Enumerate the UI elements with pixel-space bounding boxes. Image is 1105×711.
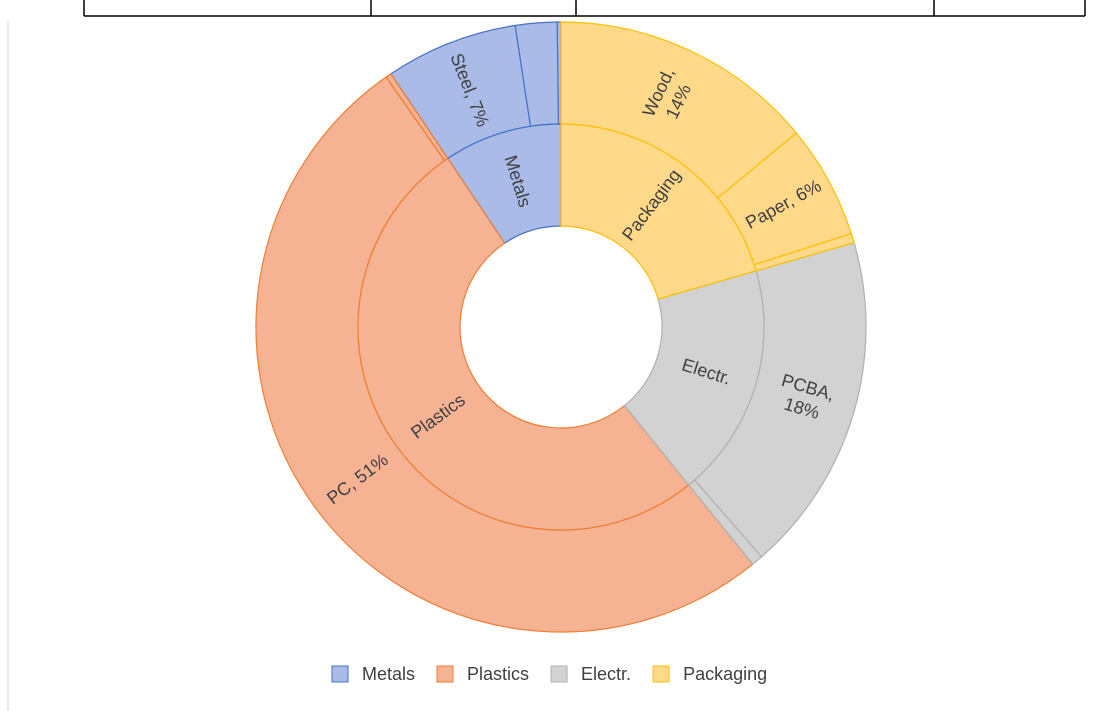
legend-label: Packaging — [683, 664, 767, 684]
legend-swatch — [652, 665, 670, 683]
table-border — [83, 0, 1086, 17]
legend-swatch — [550, 665, 568, 683]
legend-label: Electr. — [581, 664, 631, 684]
legend-label: Plastics — [467, 664, 529, 684]
legend-item: Plastics — [436, 664, 529, 684]
inner-segment — [357, 157, 690, 531]
legend: Metals Plastics Electr. Packaging — [331, 664, 767, 684]
legend-item: Electr. — [550, 664, 631, 684]
inner-segment — [560, 123, 757, 300]
legend-item: Packaging — [652, 664, 767, 684]
inner-segment — [623, 270, 765, 486]
legend-swatch — [331, 665, 349, 683]
legend-label: Metals — [362, 664, 415, 684]
legend-swatch — [436, 665, 454, 683]
legend-item: Metals — [331, 664, 415, 684]
